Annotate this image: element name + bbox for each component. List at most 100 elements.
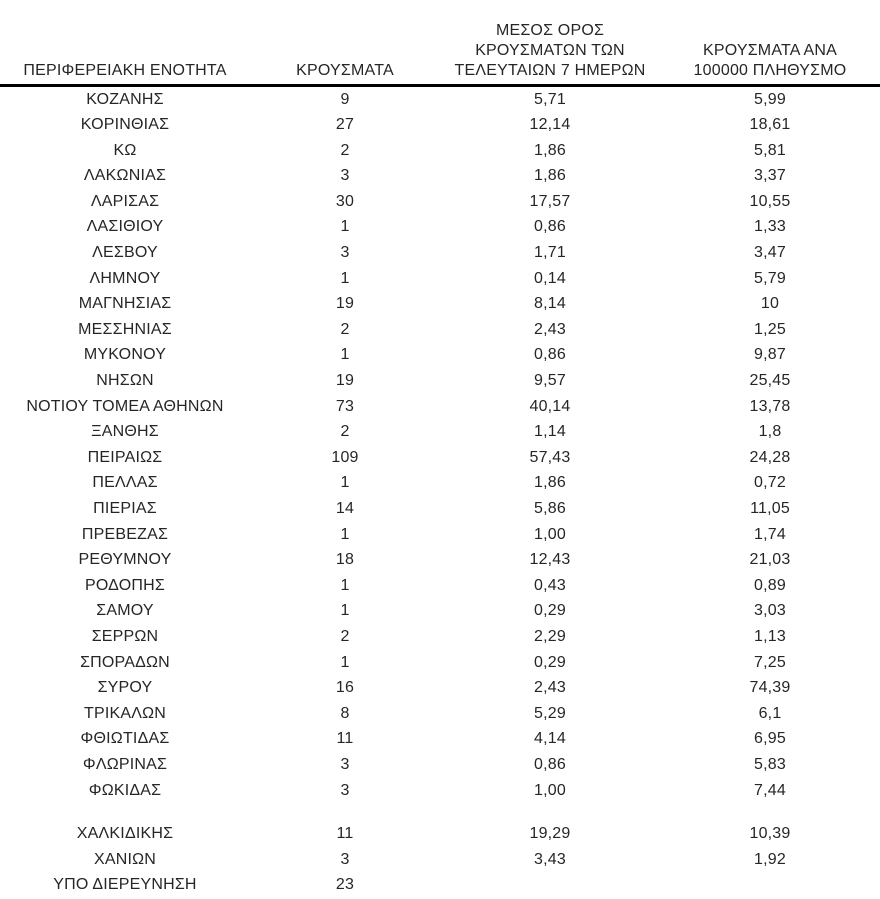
- region-cell: ΝΗΣΩΝ: [96, 372, 154, 390]
- per100k-cell: 13,78: [749, 397, 791, 415]
- cases-cell: 16: [335, 679, 355, 697]
- table-row: ΣΕΡΡΩΝ 2 2,29 1,13: [0, 624, 880, 650]
- cases-cell: 1: [340, 474, 350, 492]
- cases-cell: 3: [340, 167, 350, 185]
- cases-cell: 19: [335, 295, 355, 313]
- cases-cell: 8: [340, 704, 350, 722]
- table-row: ΜΥΚΟΝΟΥ 1 0,86 9,87: [0, 342, 880, 368]
- avg7-cell: 0,86: [534, 218, 566, 236]
- table-row: ΦΩΚΙΔΑΣ 3 1,00 7,44: [0, 778, 880, 804]
- table-row: ΚΟΡΙΝΘΙΑΣ 27 12,14 18,61: [0, 112, 880, 138]
- col-header-avg7-line2: ΚΡΟΥΣΜΑΤΩΝ ΤΩΝ: [475, 41, 625, 59]
- region-cell: ΧΑΛΚΙΔΙΚΗΣ: [76, 825, 174, 843]
- table-row: ΠΕΛΛΑΣ 1 1,86 0,72: [0, 470, 880, 496]
- avg7-cell: 19,29: [529, 825, 571, 843]
- region-cell: ΛΑΣΙΘΙΟΥ: [86, 218, 164, 236]
- per100k-cell: 1,25: [754, 320, 786, 338]
- per100k-cell: 0,72: [754, 474, 786, 492]
- per100k-cell: 5,79: [754, 269, 786, 287]
- table-row: ΡΕΘΥΜΝΟΥ 18 12,43 21,03: [0, 547, 880, 573]
- table-row: ΣΥΡΟΥ 16 2,43 74,39: [0, 675, 880, 701]
- per100k-cell: 1,74: [754, 525, 786, 543]
- per100k-cell: 9,87: [754, 346, 786, 364]
- table-row: ΧΑΛΚΙΔΙΚΗΣ 11 19,29 10,39: [0, 821, 880, 847]
- avg7-cell: 12,43: [529, 551, 571, 569]
- col-header-per100k-line1: ΚΡΟΥΣΜΑΤΑ ΑΝΑ: [702, 41, 838, 59]
- table-row: ΦΛΩΡΙΝΑΣ 3 0,86 5,83: [0, 752, 880, 778]
- avg7-cell: 9,57: [534, 372, 566, 390]
- per100k-cell: 25,45: [749, 372, 791, 390]
- avg7-cell: 1,86: [534, 167, 566, 185]
- table-row: ΛΑΣΙΘΙΟΥ 1 0,86 1,33: [0, 214, 880, 240]
- region-cell: ΛΑΡΙΣΑΣ: [90, 192, 160, 210]
- region-cell: ΡΟΔΟΠΗΣ: [85, 576, 165, 594]
- region-cell: ΠΕΙΡΑΙΩΣ: [87, 448, 163, 466]
- spacer-cell: [0, 803, 880, 821]
- cases-cell: 3: [340, 781, 350, 799]
- region-cell: ΛΑΚΩΝΙΑΣ: [83, 167, 167, 185]
- cases-cell: 1: [340, 346, 350, 364]
- avg7-cell: 1,71: [534, 244, 566, 262]
- region-cell: ΥΠΟ ΔΙΕΡΕΥΝΗΣΗ: [53, 876, 197, 894]
- cases-cell: 18: [335, 551, 355, 569]
- avg7-cell: 1,14: [534, 423, 566, 441]
- per100k-cell: 18,61: [749, 116, 791, 134]
- cases-cell: 23: [335, 876, 355, 894]
- per100k-cell: 3,47: [754, 244, 786, 262]
- region-cell: ΛΗΜΝΟΥ: [89, 269, 161, 287]
- cases-cell: 1: [340, 602, 350, 620]
- region-cell: ΣΥΡΟΥ: [97, 679, 153, 697]
- table-row: ΧΑΝΙΩΝ 3 3,43 1,92: [0, 847, 880, 873]
- region-cell: ΞΑΝΘΗΣ: [91, 423, 159, 441]
- avg7-cell: 2,43: [534, 679, 566, 697]
- table-row: ΦΘΙΩΤΙΔΑΣ 11 4,14 6,95: [0, 726, 880, 752]
- table-row: ΠΙΕΡΙΑΣ 14 5,86 11,05: [0, 496, 880, 522]
- avg7-cell: 0,29: [534, 602, 566, 620]
- region-cell: ΣΠΟΡΑΔΩΝ: [80, 653, 170, 671]
- header-row: ΠΕΡΙΦΕΡΕΙΑΚΗ ΕΝΟΤΗΤΑ ΚΡΟΥΣΜΑΤΑ ΜΕΣΟΣ ΟΡΟ…: [0, 0, 880, 87]
- cases-cell: 19: [335, 372, 355, 390]
- cases-cell: 9: [340, 90, 350, 108]
- avg7-cell: 0,29: [534, 653, 566, 671]
- col-header-avg7: ΜΕΣΟΣ ΟΡΟΣ ΚΡΟΥΣΜΑΤΩΝ ΤΩΝ ΤΕΛΕΥΤΑΙΩΝ 7 Η…: [440, 0, 660, 87]
- per100k-cell: 1,8: [758, 423, 782, 441]
- per100k-cell: 1,33: [754, 218, 786, 236]
- region-cell: ΠΙΕΡΙΑΣ: [93, 500, 157, 517]
- per100k-cell: 5,99: [754, 90, 786, 108]
- col-header-per100k: ΚΡΟΥΣΜΑΤΑ ΑΝΑ 100000 ΠΛΗΘΥΣΜΟ: [660, 0, 880, 87]
- per100k-cell: 0,89: [754, 576, 786, 594]
- cases-cell: 3: [340, 850, 350, 868]
- region-cell: ΝΟΤΙΟΥ ΤΟΜΕΑ ΑΘΗΝΩΝ: [26, 397, 224, 415]
- table-row: ΝΟΤΙΟΥ ΤΟΜΕΑ ΑΘΗΝΩΝ 73 40,14 13,78: [0, 394, 880, 420]
- avg7-cell: 0,86: [534, 755, 566, 773]
- table-row: ΠΡΕΒΕΖΑΣ 1 1,00 1,74: [0, 522, 880, 548]
- region-cell: ΦΘΙΩΤΙΔΑΣ: [80, 730, 170, 748]
- avg7-cell: 2,29: [534, 627, 566, 645]
- col-header-cases: ΚΡΟΥΣΜΑΤΑ: [250, 0, 440, 87]
- col-header-region-label: ΠΕΡΙΦΕΡΕΙΑΚΗ ΕΝΟΤΗΤΑ: [23, 61, 227, 79]
- per100k-cell: 3,03: [754, 602, 786, 620]
- per100k-cell: 11,05: [750, 500, 790, 517]
- table-row: ΚΟΖΑΝΗΣ 9 5,71 5,99: [0, 85, 880, 112]
- per100k-cell: 6,1: [758, 704, 782, 722]
- cases-cell: 11: [336, 825, 354, 843]
- table-row: ΚΩ 2 1,86 5,81: [0, 138, 880, 164]
- avg7-cell: 3,43: [534, 850, 566, 868]
- region-cell: ΚΩ: [113, 141, 137, 159]
- region-cell: ΡΕΘΥΜΝΟΥ: [78, 551, 172, 569]
- per100k-cell: 5,83: [754, 755, 786, 773]
- region-cell: ΣΑΜΟΥ: [96, 602, 154, 620]
- avg7-cell: 5,86: [534, 500, 566, 517]
- table-header: ΠΕΡΙΦΕΡΕΙΑΚΗ ΕΝΟΤΗΤΑ ΚΡΟΥΣΜΑΤΑ ΜΕΣΟΣ ΟΡΟ…: [0, 0, 880, 87]
- per100k-cell: 6,95: [754, 730, 786, 748]
- cases-cell: 30: [335, 192, 355, 210]
- table-row: ΜΕΣΣΗΝΙΑΣ 2 2,43 1,25: [0, 317, 880, 343]
- region-cell: ΣΕΡΡΩΝ: [91, 627, 159, 645]
- region-cell: ΚΟΡΙΝΘΙΑΣ: [80, 116, 170, 134]
- region-cell: ΠΕΛΛΑΣ: [92, 474, 158, 492]
- per100k-cell: [660, 872, 880, 898]
- region-cell: ΜΥΚΟΝΟΥ: [83, 346, 167, 364]
- per100k-cell: 10,55: [749, 192, 791, 210]
- avg7-cell: 57,43: [529, 448, 571, 466]
